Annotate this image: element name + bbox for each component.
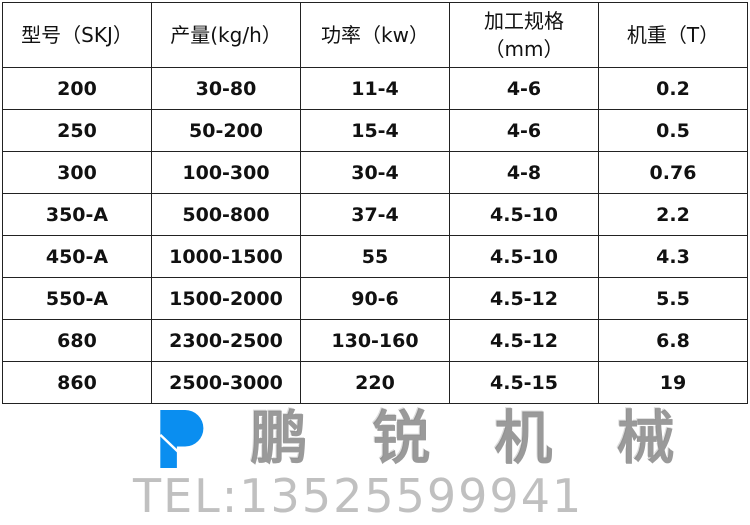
- table-row: 200 30-80 11-4 4-6 0.2: [2, 67, 748, 110]
- cell-model: 300: [2, 151, 152, 194]
- cell-output: 50-200: [151, 109, 301, 152]
- logo-icon: [160, 410, 204, 468]
- cell-output: 100-300: [151, 151, 301, 194]
- spec-table: 型号（SKJ） 产量(kg/h） 功率（kw） 加工规格（mm） 机重（T） 2…: [2, 2, 748, 404]
- header-model: 型号（SKJ）: [2, 2, 152, 68]
- cell-model: 450-A: [2, 235, 152, 278]
- cell-weight: 6.8: [598, 319, 748, 362]
- cell-spec: 4.5-10: [449, 235, 599, 278]
- cell-output: 1500-2000: [151, 277, 301, 320]
- table-row: 860 2500-3000 220 4.5-15 19: [2, 361, 748, 404]
- cell-spec: 4.5-15: [449, 361, 599, 404]
- cell-power: 220: [300, 361, 450, 404]
- cell-model: 200: [2, 67, 152, 110]
- cell-power: 37-4: [300, 193, 450, 236]
- cell-weight: 0.76: [598, 151, 748, 194]
- cell-model: 550-A: [2, 277, 152, 320]
- header-row: 型号（SKJ） 产量(kg/h） 功率（kw） 加工规格（mm） 机重（T）: [2, 2, 748, 68]
- header-spec: 加工规格（mm）: [449, 2, 599, 68]
- watermark-company: 鹏 锐 机 械: [250, 404, 697, 472]
- cell-spec: 4.5-12: [449, 277, 599, 320]
- cell-model: 350-A: [2, 193, 152, 236]
- cell-output: 1000-1500: [151, 235, 301, 278]
- cell-weight: 4.3: [598, 235, 748, 278]
- watermark-tel: TEL:13525599941: [133, 469, 584, 523]
- cell-model: 680: [2, 319, 152, 362]
- cell-power: 130-160: [300, 319, 450, 362]
- table-row: 350-A 500-800 37-4 4.5-10 2.2: [2, 193, 748, 236]
- cell-power: 90-6: [300, 277, 450, 320]
- cell-model: 250: [2, 109, 152, 152]
- cell-weight: 0.5: [598, 109, 748, 152]
- header-output: 产量(kg/h）: [151, 2, 301, 68]
- cell-output: 2300-2500: [151, 319, 301, 362]
- cell-model: 860: [2, 361, 152, 404]
- cell-spec: 4-6: [449, 109, 599, 152]
- table-row: 250 50-200 15-4 4-6 0.5: [2, 109, 748, 152]
- cell-weight: 5.5: [598, 277, 748, 320]
- table-row: 680 2300-2500 130-160 4.5-12 6.8: [2, 319, 748, 362]
- header-weight: 机重（T）: [598, 2, 748, 68]
- table-row: 450-A 1000-1500 55 4.5-10 4.3: [2, 235, 748, 278]
- cell-output: 30-80: [151, 67, 301, 110]
- cell-power: 15-4: [300, 109, 450, 152]
- cell-weight: 19: [598, 361, 748, 404]
- header-power: 功率（kw）: [300, 2, 450, 68]
- cell-weight: 0.2: [598, 67, 748, 110]
- cell-power: 55: [300, 235, 450, 278]
- cell-power: 11-4: [300, 67, 450, 110]
- cell-spec: 4.5-12: [449, 319, 599, 362]
- cell-spec: 4.5-10: [449, 193, 599, 236]
- cell-output: 500-800: [151, 193, 301, 236]
- cell-spec: 4-6: [449, 67, 599, 110]
- table-row: 300 100-300 30-4 4-8 0.76: [2, 151, 748, 194]
- cell-spec: 4-8: [449, 151, 599, 194]
- cell-output: 2500-3000: [151, 361, 301, 404]
- cell-weight: 2.2: [598, 193, 748, 236]
- table-row: 550-A 1500-2000 90-6 4.5-12 5.5: [2, 277, 748, 320]
- cell-power: 30-4: [300, 151, 450, 194]
